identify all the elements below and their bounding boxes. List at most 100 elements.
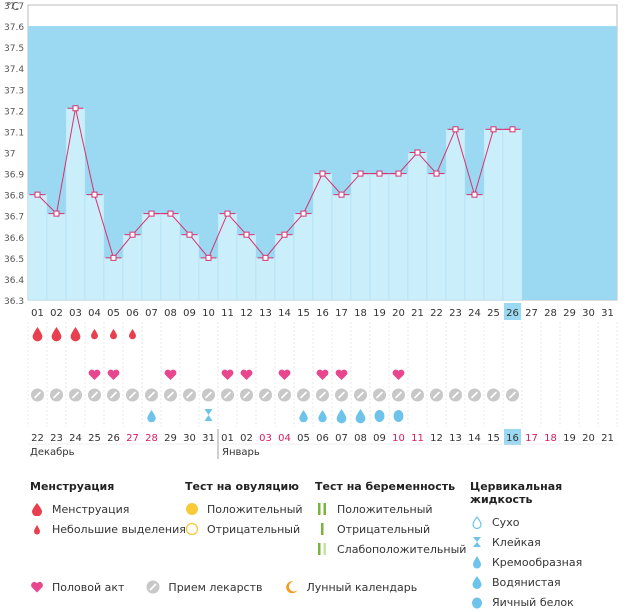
cervical-eggwhite-icon — [393, 410, 404, 422]
today-date-highlight — [504, 429, 521, 445]
day-label: 11 — [221, 308, 234, 319]
temperature-point — [395, 170, 402, 177]
date-label: 02 — [240, 433, 253, 444]
cervical-sticky-icon — [204, 409, 213, 421]
temperature-bar — [217, 213, 238, 301]
date-label: 22 — [31, 433, 44, 444]
legend-menstruation: Менструация Менструация Небольшие выделе… — [30, 480, 186, 539]
pill-icon-stroke — [52, 391, 61, 399]
day-label: 03 — [69, 308, 82, 319]
temperature-bar — [274, 234, 295, 301]
temperature-bar — [369, 173, 390, 301]
temperature-bar — [84, 194, 105, 301]
temperature-bar — [236, 234, 257, 301]
legend-ovulation-title: Тест на овуляцию — [185, 480, 299, 493]
day-label: 02 — [50, 308, 63, 319]
pill-icon-stroke — [109, 391, 118, 399]
temperature-bar — [483, 129, 504, 301]
temperature-bar — [407, 152, 428, 301]
date-label: 26 — [107, 433, 120, 444]
legend-ovulation-positive: Положительный — [207, 502, 303, 516]
date-label: 09 — [373, 433, 386, 444]
temperature-bar — [198, 257, 219, 301]
temperature-bar — [350, 173, 371, 301]
pill-icon-stroke — [318, 391, 327, 399]
temperature-point — [433, 170, 440, 177]
cervical-creamy-icon — [299, 410, 308, 423]
day-label: 09 — [183, 308, 196, 319]
pill-icon-stroke — [166, 391, 175, 399]
day-label: 27 — [525, 308, 538, 319]
heart-icon — [316, 369, 329, 380]
temperature-point — [53, 210, 60, 217]
temperature-point — [243, 231, 250, 238]
pill-icon-stroke — [356, 391, 365, 399]
date-label: 27 — [126, 433, 139, 444]
day-label: 07 — [145, 308, 158, 319]
y-tick-label: 36.3 — [4, 297, 24, 307]
day-label: 25 — [487, 308, 500, 319]
y-tick-label: 37.7 — [4, 2, 24, 12]
date-label: 31 — [202, 433, 215, 444]
date-label: 17 — [525, 433, 538, 444]
temperature-bar — [255, 257, 276, 301]
date-label: 05 — [297, 433, 310, 444]
cervical-eggwhite-icon — [472, 597, 482, 609]
pill-icon-stroke — [147, 391, 156, 399]
pregnancy-positive-icon — [318, 503, 326, 515]
day-label: 06 — [126, 308, 139, 319]
date-label: 11 — [411, 433, 424, 444]
pill-icon-stroke — [185, 391, 194, 399]
menstruation-drop-icon — [32, 503, 42, 516]
legend-meds-label: Прием лекарств — [168, 580, 263, 594]
date-label: 12 — [430, 433, 443, 444]
pill-icon-stroke — [204, 391, 213, 399]
temperature-bar — [122, 234, 143, 301]
date-label: 06 — [316, 433, 329, 444]
cervical-eggwhite-icon — [374, 410, 385, 422]
temperature-point — [471, 191, 478, 198]
y-tick-label: 36.5 — [4, 255, 24, 265]
day-label: 20 — [392, 308, 405, 319]
temperature-bar — [502, 129, 523, 301]
pill-icon-stroke — [337, 391, 346, 399]
pill-icon — [146, 580, 160, 594]
temperature-bar — [426, 173, 447, 301]
date-label: 07 — [335, 433, 348, 444]
legend-cervical-dry: Сухо — [492, 515, 520, 529]
temperature-point — [129, 231, 136, 238]
spotting-drop-icon — [110, 329, 117, 340]
legend-pregnancy-positive: Положительный — [337, 502, 433, 516]
temperature-point — [281, 231, 288, 238]
spotting-drop-icon — [129, 329, 136, 340]
y-tick-label: 37.1 — [4, 128, 24, 138]
y-tick-label: 36.6 — [4, 234, 24, 244]
temperature-point — [319, 170, 326, 177]
date-label: 25 — [88, 433, 101, 444]
date-label: 08 — [354, 433, 367, 444]
date-label: 16 — [506, 433, 519, 444]
day-label: 12 — [240, 308, 253, 319]
pill-icon-stroke — [508, 391, 517, 399]
bbt-chart: °C 36.3 36.4 36.5 36.6 36.7 36.8 36.9 37 37.1 37.… — [4, 0, 618, 459]
today-highlight — [504, 303, 521, 320]
pill-icon-stroke — [223, 391, 232, 399]
temperature-bar — [27, 194, 48, 301]
cervical-sticky-icon — [473, 537, 481, 547]
temperature-point — [148, 210, 155, 217]
ovulation-negative-icon — [185, 522, 199, 536]
day-label: 30 — [582, 308, 595, 319]
date-label: 19 — [563, 433, 576, 444]
legend-cervical: Цервикальная жидкость Сухо Клейкая Кремо… — [470, 480, 626, 612]
heart-icon — [278, 369, 291, 380]
cervical-dry-icon — [472, 516, 482, 529]
cervical-watery-icon — [336, 409, 347, 424]
cervical-creamy-icon — [147, 410, 156, 423]
pill-icon-stroke — [280, 391, 289, 399]
temperature-point — [262, 254, 269, 261]
date-label: 23 — [50, 433, 63, 444]
y-tick-label: 36.7 — [4, 213, 24, 223]
pill-icon-stroke — [242, 391, 251, 399]
heart-icon — [31, 581, 43, 593]
temperature-point — [91, 191, 98, 198]
